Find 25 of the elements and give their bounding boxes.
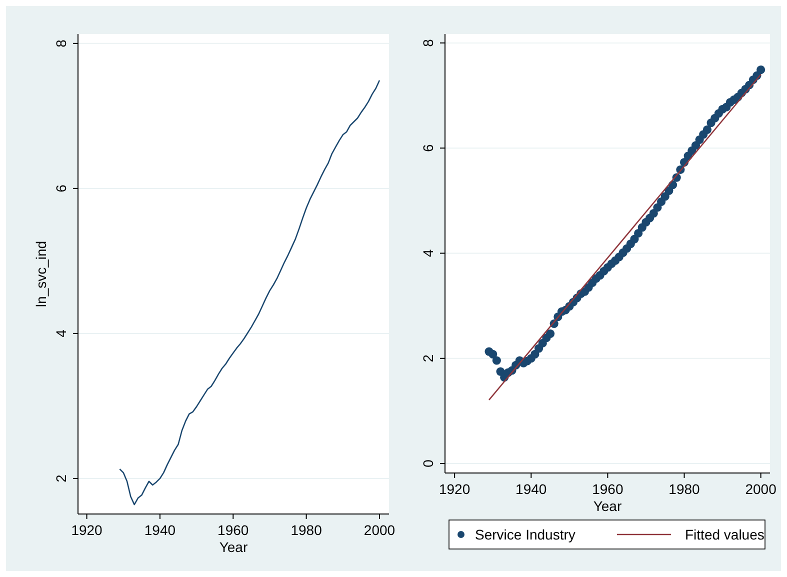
x-tick-label: 1980 — [290, 522, 322, 538]
y-tick-label: 2 — [53, 474, 69, 482]
y-axis-title: ln_svc_ind — [33, 240, 49, 308]
y-tick-label: 6 — [53, 184, 69, 192]
y-tick-label: 6 — [420, 144, 436, 152]
x-tick-label: 1940 — [516, 481, 547, 497]
legend-label: Service Industry — [475, 526, 576, 542]
legend-label: Fitted values — [685, 526, 764, 542]
y-tick-label: 4 — [53, 329, 69, 338]
x-tick-label: 1960 — [592, 481, 624, 497]
line-series — [119, 80, 380, 506]
x-tick-label: 2000 — [364, 522, 396, 538]
x-tick-label: 1940 — [144, 522, 176, 538]
y-tick-label: 4 — [420, 249, 436, 258]
y-tick-label: 8 — [420, 38, 436, 47]
x-axis-title: Year — [219, 539, 248, 555]
y-tick-label: 0 — [420, 459, 436, 468]
y-tick-label: 8 — [53, 39, 69, 48]
x-tick-label: 1920 — [438, 481, 470, 497]
x-tick-label: 1980 — [668, 481, 700, 497]
y-tick-label: 2 — [420, 354, 436, 362]
x-axis-title: Year — [593, 498, 622, 514]
x-tick-label: 2000 — [745, 481, 777, 497]
x-tick-label: 1960 — [218, 522, 249, 538]
x-tick-label: 1920 — [71, 522, 103, 538]
